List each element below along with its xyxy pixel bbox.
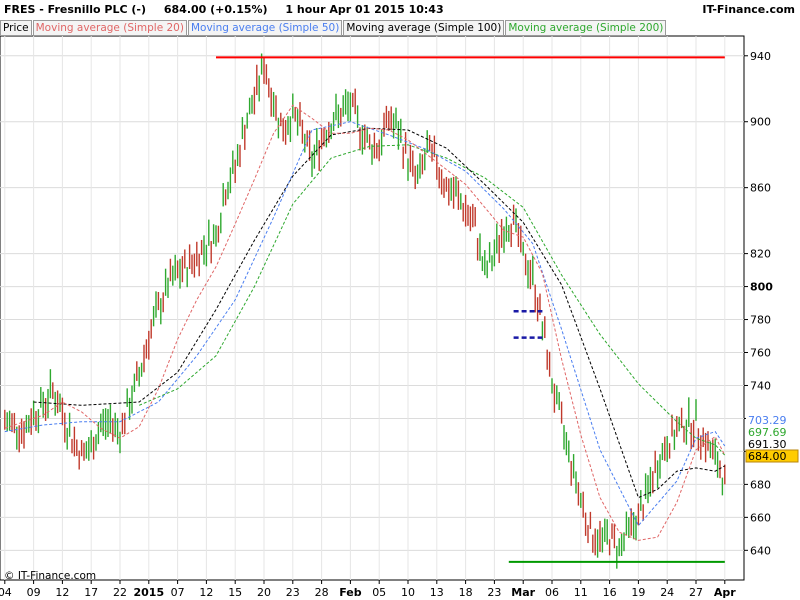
y-tick-label: 940	[750, 50, 771, 63]
value-label-box	[745, 449, 799, 463]
x-tick-label: 19	[631, 586, 645, 599]
x-tick-label: 24	[660, 586, 674, 599]
x-tick-label: 23	[286, 586, 300, 599]
x-tick-label: 09	[27, 586, 41, 599]
value-label: 684.00	[748, 450, 787, 463]
copyright-text: © IT-Finance.com	[4, 570, 96, 582]
x-tick-label: Mar	[511, 586, 535, 599]
x-tick-label: 15	[228, 586, 242, 599]
value-label: 703.29	[748, 414, 787, 427]
y-tick-label: 760	[750, 347, 771, 360]
y-tick-label: 640	[750, 544, 771, 557]
value-label: 697.69	[748, 426, 787, 439]
x-tick-label: 12	[199, 586, 213, 599]
ma100-line	[33, 127, 726, 499]
x-tick-label: Feb	[339, 586, 362, 599]
x-tick-label: 17	[84, 586, 98, 599]
last-price: 684.00 (+0.15%)	[163, 3, 268, 16]
ma20-line	[4, 104, 726, 541]
x-tick-label: 12	[55, 586, 69, 599]
value-label-box	[746, 438, 798, 450]
legend-price[interactable]: Price	[0, 20, 32, 36]
chart-header: FRES - Fresnillo PLC (-) 684.00 (+0.15%)…	[0, 0, 800, 20]
y-tick-label: 680	[750, 478, 771, 491]
value-label-box	[746, 414, 798, 426]
x-tick-label: 10	[401, 586, 415, 599]
y-tick-label: 860	[750, 182, 771, 195]
x-tick-label: 05	[372, 586, 386, 599]
x-tick-label: 28	[315, 586, 329, 599]
timeframe-date: 1 hour Apr 01 2015 10:43	[285, 3, 444, 16]
y-tick-label: 800	[750, 281, 773, 294]
x-tick-label: 13	[430, 586, 444, 599]
value-label-box	[746, 426, 798, 438]
x-tick-label: 06	[545, 586, 559, 599]
brand-name: IT-Finance.com	[702, 3, 795, 16]
ticker-title: FRES - Fresnillo PLC (-)	[4, 3, 147, 16]
legend-ma50[interactable]: Moving average (Simple 50)	[187, 20, 343, 36]
x-tick-label: 27	[689, 586, 703, 599]
legend-ma100[interactable]: Moving average (Simple 100)	[343, 20, 505, 36]
x-tick-label: 2015	[133, 586, 164, 599]
legend-ma200[interactable]: Moving average (Simple 200)	[505, 20, 667, 36]
ma200-line	[139, 144, 726, 456]
value-label: 691.30	[748, 438, 787, 451]
x-tick-label: 16	[603, 586, 617, 599]
header-info: FRES - Fresnillo PLC (-) 684.00 (+0.15%)…	[4, 3, 458, 16]
y-tick-label: 740	[750, 379, 771, 392]
y-tick-label: 780	[750, 314, 771, 327]
plot-area	[0, 35, 745, 581]
x-tick-label: 11	[574, 586, 588, 599]
x-tick-label: 23	[487, 586, 501, 599]
x-tick-label: Apr	[714, 586, 736, 599]
x-tick-label: 18	[459, 586, 473, 599]
x-tick-label: 20	[257, 586, 271, 599]
x-tick-label: 22	[113, 586, 127, 599]
y-tick-label: 820	[750, 248, 771, 261]
x-tick-label: 04	[0, 586, 12, 599]
indicator-legend: Price Moving average (Simple 20) Moving …	[0, 20, 667, 36]
legend-ma20[interactable]: Moving average (Simple 20)	[32, 20, 187, 36]
y-tick-label: 660	[750, 511, 771, 524]
x-tick-label: 07	[171, 586, 185, 599]
ma50-line	[4, 121, 726, 527]
y-tick-label: 900	[750, 116, 771, 129]
